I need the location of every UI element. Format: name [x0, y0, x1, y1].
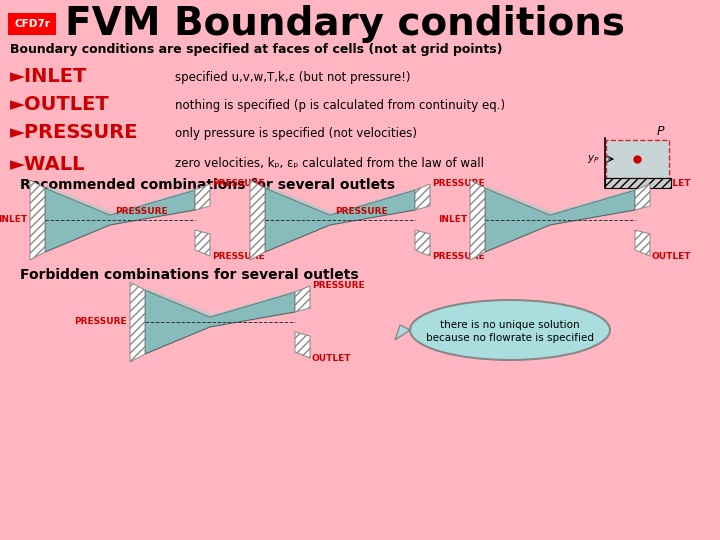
- Text: nothing is specified (p is calculated from continuity eq.): nothing is specified (p is calculated fr…: [175, 98, 505, 111]
- Polygon shape: [30, 180, 45, 260]
- Polygon shape: [295, 332, 310, 358]
- Polygon shape: [45, 188, 195, 252]
- Text: $P$: $P$: [656, 125, 666, 138]
- Text: CFD7r: CFD7r: [14, 19, 50, 29]
- Polygon shape: [635, 230, 650, 256]
- Text: OUTLET: OUTLET: [312, 354, 351, 363]
- Text: Forbidden combinations for several outlets: Forbidden combinations for several outle…: [20, 268, 359, 282]
- Polygon shape: [145, 290, 295, 354]
- Polygon shape: [295, 286, 310, 312]
- Polygon shape: [470, 180, 485, 260]
- Text: PRESSURE: PRESSURE: [432, 179, 485, 188]
- FancyBboxPatch shape: [606, 140, 669, 178]
- Text: specified u,v,w,T,k,ε (but not pressure!): specified u,v,w,T,k,ε (but not pressure!…: [175, 71, 410, 84]
- Polygon shape: [145, 287, 300, 317]
- Text: ►INLET: ►INLET: [10, 68, 87, 86]
- Polygon shape: [415, 230, 430, 256]
- Text: INLET: INLET: [438, 215, 467, 225]
- FancyBboxPatch shape: [8, 13, 56, 35]
- Text: INLET: INLET: [0, 215, 27, 225]
- Text: Boundary conditions are specified at faces of cells (not at grid points): Boundary conditions are specified at fac…: [10, 44, 503, 57]
- Polygon shape: [395, 325, 410, 340]
- Polygon shape: [635, 184, 650, 210]
- Text: because no flowrate is specified: because no flowrate is specified: [426, 333, 594, 343]
- Text: OUTLET: OUTLET: [652, 252, 691, 261]
- Polygon shape: [485, 185, 640, 215]
- Text: PRESSURE: PRESSURE: [212, 179, 265, 188]
- Polygon shape: [415, 184, 430, 210]
- Polygon shape: [195, 184, 210, 210]
- Text: PRESSURE: PRESSURE: [115, 207, 168, 216]
- Bar: [605, 178, 671, 188]
- Polygon shape: [130, 282, 145, 362]
- Text: PRESSURE: PRESSURE: [432, 252, 485, 261]
- Polygon shape: [265, 185, 420, 215]
- Text: zero velocities, kₚ, εₚ calculated from the law of wall: zero velocities, kₚ, εₚ calculated from …: [175, 158, 484, 171]
- Text: Recommended combinations for several outlets: Recommended combinations for several out…: [20, 178, 395, 192]
- Polygon shape: [195, 230, 210, 256]
- Text: PRESSURE: PRESSURE: [74, 318, 127, 327]
- Text: PRESSURE: PRESSURE: [335, 207, 387, 216]
- Text: ►OUTLET: ►OUTLET: [10, 96, 109, 114]
- Text: OUTLET: OUTLET: [652, 179, 691, 188]
- Text: FVM Boundary conditions: FVM Boundary conditions: [65, 5, 625, 43]
- Ellipse shape: [410, 300, 610, 360]
- Polygon shape: [485, 188, 635, 252]
- Text: ►PRESSURE: ►PRESSURE: [10, 124, 138, 143]
- Text: only pressure is specified (not velocities): only pressure is specified (not velociti…: [175, 126, 417, 139]
- Text: $y_P$: $y_P$: [587, 153, 599, 165]
- Text: ►WALL: ►WALL: [10, 154, 86, 173]
- Polygon shape: [45, 185, 200, 215]
- Polygon shape: [250, 180, 265, 260]
- Text: PRESSURE: PRESSURE: [212, 252, 265, 261]
- Text: PRESSURE: PRESSURE: [312, 281, 364, 290]
- Text: there is no unique solution: there is no unique solution: [440, 320, 580, 330]
- Polygon shape: [265, 188, 415, 252]
